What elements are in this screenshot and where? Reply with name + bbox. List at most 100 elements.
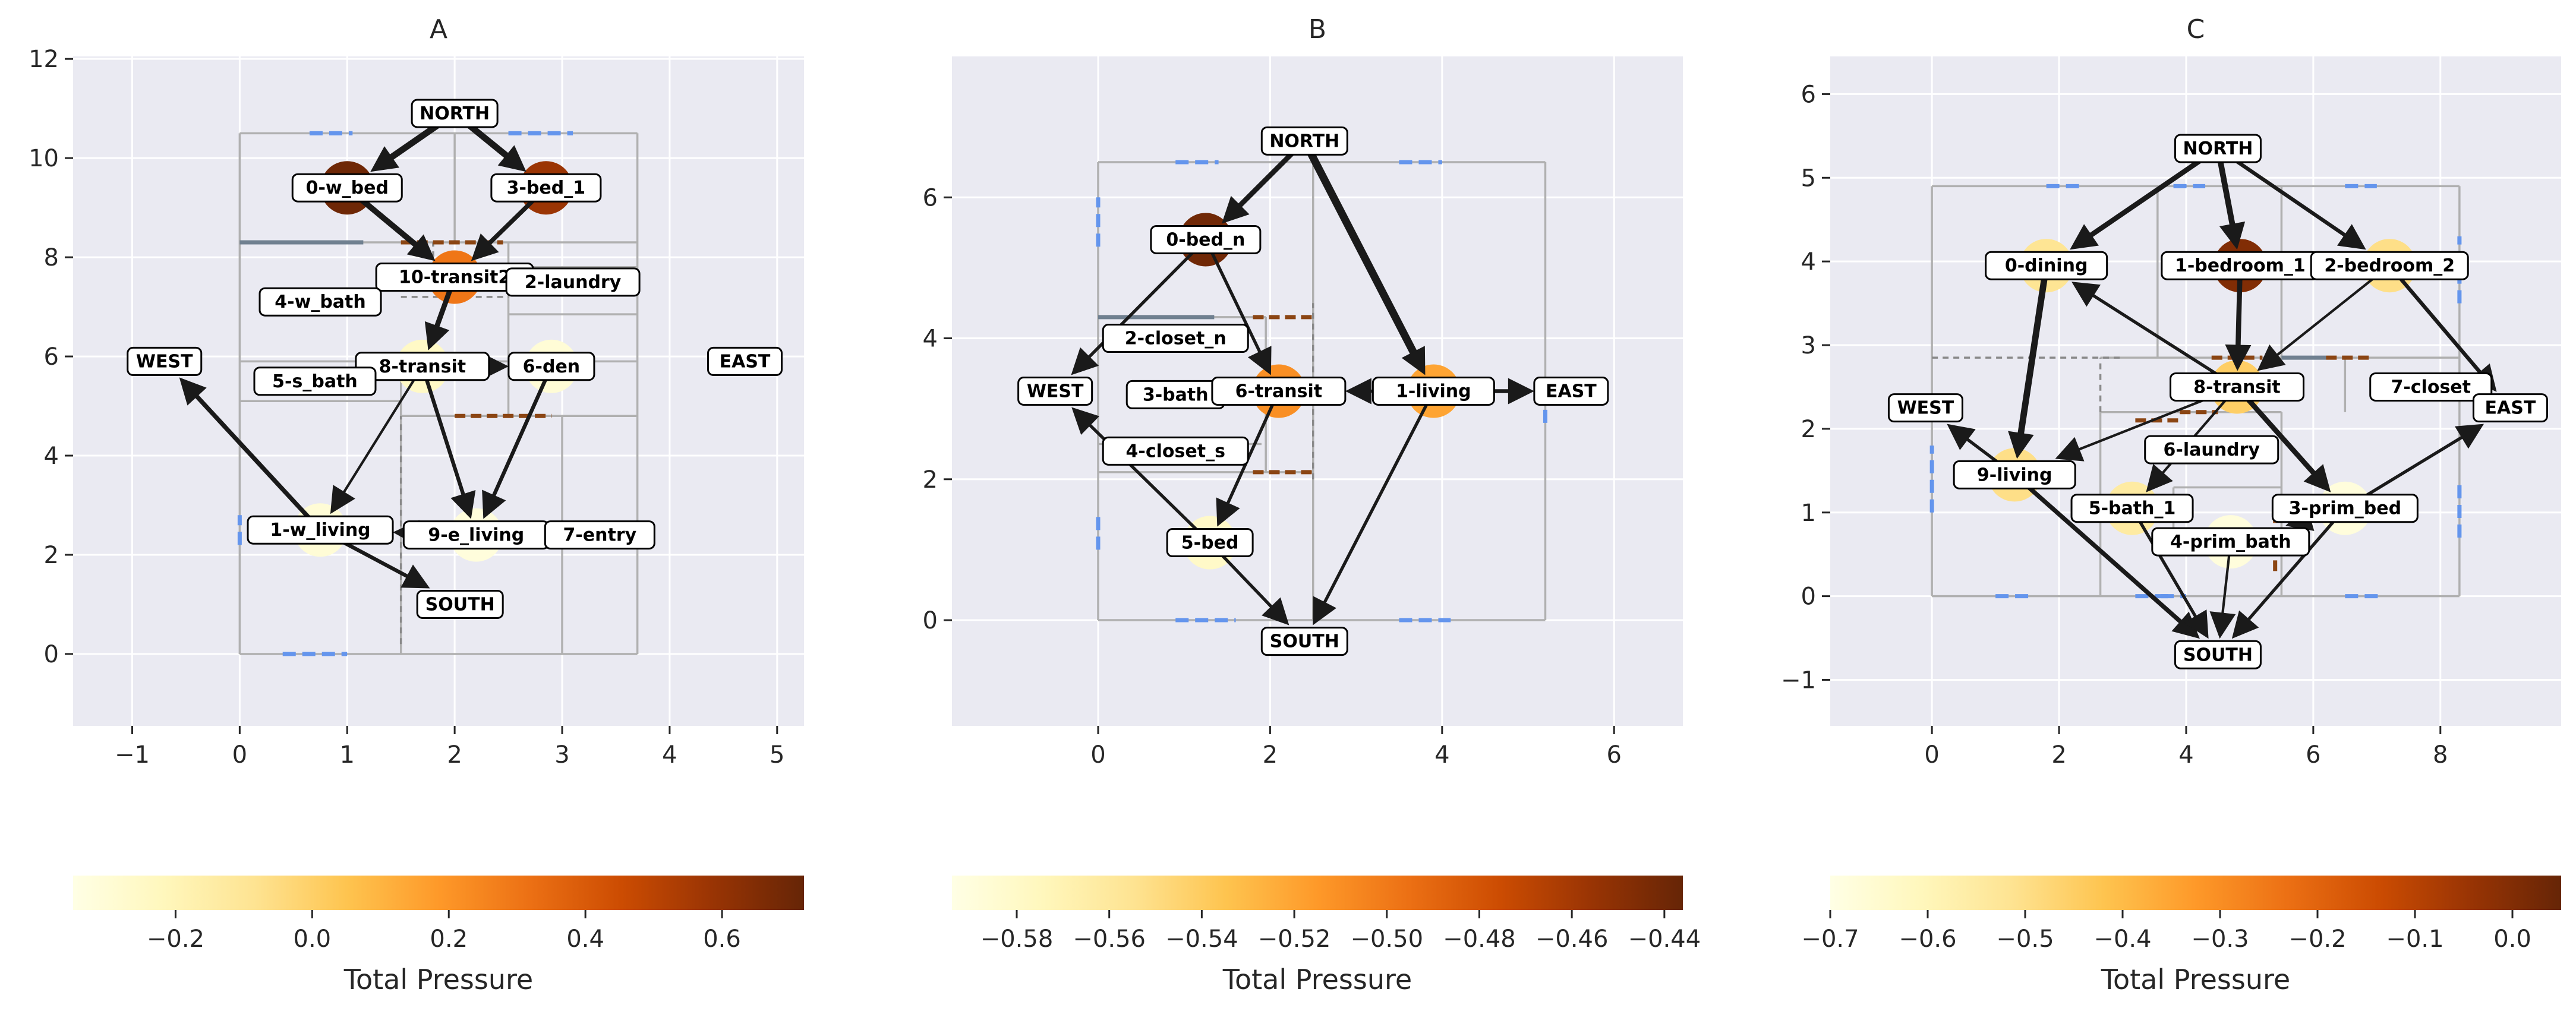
room-label-text: 4-prim_bath [2170, 532, 2291, 552]
room-label-text: 1-w_living [270, 520, 370, 541]
flow-arrow-head [450, 489, 476, 519]
flow-arrow-head [1262, 597, 1289, 625]
room-label-text: NORTH [420, 103, 490, 124]
floorplan-content: NORTH 0-w_bed 3-bed_1 10-transit2 2-laundry 4… [127, 99, 783, 656]
room-label-box [507, 352, 595, 381]
room-label: 2-laundry [505, 267, 641, 297]
room-label-text: EAST [2485, 398, 2536, 419]
x-tick-label: 4 [662, 741, 677, 769]
y-tick-label: 2 [44, 542, 59, 569]
flow-arrow-head [1071, 347, 1099, 375]
room-label: 10-transit2 [375, 262, 534, 292]
room-label-box [258, 287, 382, 317]
colorbar-tick-label: 0.4 [566, 925, 604, 953]
room-label-text: 6-transit [1235, 381, 1323, 402]
x-tick-label: 8 [2433, 741, 2448, 769]
x-tick-label: 4 [2178, 741, 2193, 769]
flow-arrow-head [1071, 407, 1100, 435]
flow-arrow-head [406, 234, 436, 261]
room-label: 8-transit [355, 352, 490, 381]
room-label: 9-e_living [402, 520, 550, 550]
room-label-text: 3-prim_bed [2289, 498, 2401, 519]
flow-arrow-shaft [343, 365, 424, 494]
x-tick-label: 1 [340, 741, 355, 769]
y-tick-label: 6 [923, 184, 938, 211]
flow-arrow [2231, 507, 2347, 639]
colorbar-tick-label: 0.0 [2493, 925, 2531, 953]
y-tick-label: 2 [1801, 416, 1816, 443]
room-label-text: WEST [1897, 398, 1954, 419]
panel-c-title: C [2187, 14, 2205, 45]
flow-arrow-head [2337, 224, 2366, 250]
room-label: 6-laundry [2144, 435, 2279, 465]
room-label: 4-prim_bath [2151, 527, 2310, 557]
room-label-box [1166, 528, 1254, 558]
flow-arrow-shaft [194, 394, 323, 532]
y-tick-label: 0 [923, 607, 938, 634]
room-label-box [247, 515, 394, 545]
flow-arrow [2257, 264, 2391, 371]
room-label-box [411, 99, 499, 128]
room-label: 7-closet [2369, 372, 2493, 402]
flow-arrow-head [330, 485, 355, 514]
room-label-text: EAST [720, 351, 771, 372]
room-label: 8-transit [2170, 372, 2305, 402]
flow-arrow-head [471, 233, 499, 261]
room-label: 0-bed_n [1150, 225, 1262, 254]
room-label: EAST [707, 346, 783, 376]
y-tick-label: 4 [1801, 248, 1816, 276]
flow-arrow [482, 364, 554, 519]
flow-arrow-shaft [1204, 238, 1262, 353]
room-label: WEST [1887, 393, 1963, 423]
flow-arrow [1313, 389, 1436, 625]
flow-arrow [2130, 507, 2209, 639]
room-label-box [2174, 640, 2262, 669]
room-label-text: WEST [136, 351, 193, 372]
flow-arrow-shaft [1300, 137, 1417, 356]
room-label-text: 10-transit2 [399, 267, 510, 287]
y-tick-label: 6 [1801, 81, 1816, 108]
colorbar-tick-label: −0.50 [1350, 925, 1423, 953]
room-label: 4-w_bath [258, 287, 382, 317]
room-label-text: 7-closet [2391, 377, 2471, 397]
x-tick-label: 2 [2051, 741, 2066, 769]
room-label-text: 2-laundry [525, 272, 622, 293]
room-label-text: 9-living [1977, 465, 2052, 485]
colorbar-gradient [952, 876, 1683, 910]
flow-arrow [1204, 238, 1272, 375]
x-tick-label: 0 [1090, 741, 1105, 769]
x-tick-label: 2 [1263, 741, 1278, 769]
room-label: SOUTH [1260, 627, 1348, 656]
room-label-box [1953, 460, 2076, 489]
room-label-box [355, 352, 490, 381]
room-label-text: 2-closet_n [1125, 328, 1226, 349]
y-tick-label: 12 [29, 46, 59, 73]
panel-a-colorbar-label: Total Pressure [343, 963, 533, 996]
room-label-box [1887, 393, 1963, 423]
room-label-box [505, 267, 641, 297]
room-label-text: WEST [1027, 381, 1084, 402]
room-label-text: 5-s_bath [272, 371, 358, 392]
y-tick-label: 8 [44, 244, 59, 271]
room-label-text: 8-transit [379, 356, 466, 377]
room-label-text: 0-w_bed [306, 178, 389, 198]
flow-arrow-head [2171, 611, 2200, 639]
flow-arrow-head [497, 145, 526, 172]
x-tick-label: 6 [1607, 741, 1622, 769]
colorbar-tick-label: −0.1 [2386, 925, 2443, 953]
room-label-box [1150, 225, 1262, 254]
x-tick-label: 4 [1434, 741, 1449, 769]
flow-arrow-shaft [2276, 264, 2391, 356]
flow-arrow [2008, 262, 2050, 459]
panel-b-colorbar: −0.58 −0.56 −0.54 −0.52 −0.50 −0.48 −0.46 −0.44 [952, 876, 1701, 953]
flow-arrow-head [1221, 195, 1250, 224]
flow-arrow-head [482, 489, 506, 519]
colorbar-tick-label: −0.6 [1899, 925, 1956, 953]
room-label: NORTH [1260, 126, 1348, 156]
flow-arrow [330, 365, 424, 514]
room-label-box [2472, 393, 2548, 423]
room-label-box [1260, 627, 1348, 656]
room-label-text: 6-laundry [2164, 440, 2260, 460]
